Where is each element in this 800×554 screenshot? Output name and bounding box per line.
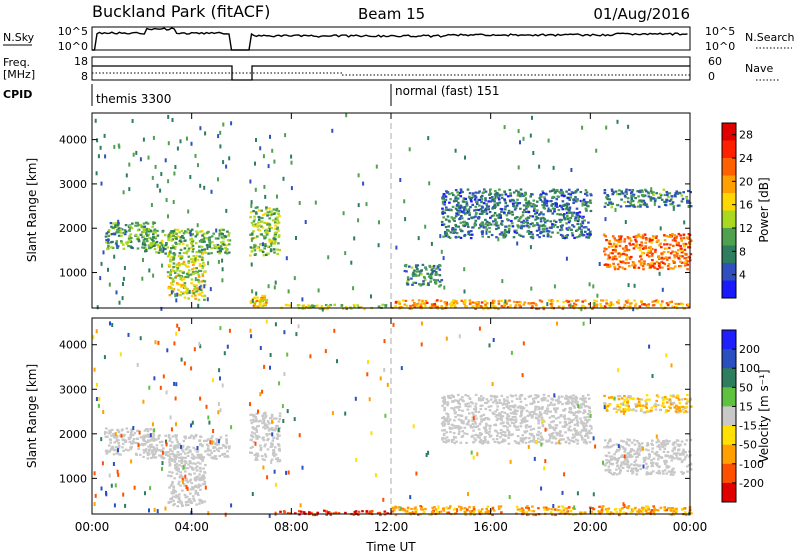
echo-region-4 (249, 411, 282, 463)
y-tick-label-2000: 2000 (59, 428, 87, 441)
colorbar-tick--100: -100 (739, 458, 764, 471)
velocity-x-axis: 00:00 04:00 08:00 12:00 16:00 20:00 00:00 (75, 318, 708, 534)
power-x-ticks (91, 113, 691, 308)
nsearch-label: N.Search (745, 31, 795, 44)
station-title: Buckland Park (fitACF) (92, 2, 270, 21)
power-data-layer (94, 113, 693, 312)
nave-top-tick: 60 (708, 55, 722, 68)
echo-region-7 (391, 299, 691, 311)
echo-region-11 (603, 188, 693, 209)
y-tick-label-4000: 4000 (59, 339, 87, 352)
colorbar-tick-12: 12 (739, 222, 753, 235)
colorbar-tick-20: 20 (739, 175, 753, 188)
beam-label: Beam 15 (358, 5, 425, 23)
nsky-trace (92, 27, 688, 51)
freq-label: Freq. (3, 56, 30, 69)
time-axis-label: Time UT (365, 540, 416, 554)
echo-region-8 (403, 263, 444, 288)
colorbar-tick-100: 100 (739, 362, 760, 375)
nave-label: Nave (745, 62, 773, 75)
freq-top-tick: 18 (74, 55, 88, 68)
freq-trace (92, 65, 690, 81)
x-tick-label-1: 04:00 (174, 520, 209, 534)
velocity-colorbar-label: Velocity [m s⁻¹] (757, 369, 771, 462)
x-tick-label-4: 16:00 (473, 520, 508, 534)
echo-region-7 (440, 393, 593, 445)
echo-region-5 (249, 294, 269, 308)
power-y-axis-label: Slant Range [km] (25, 158, 39, 262)
colorbar-tick-28: 28 (739, 129, 753, 142)
date-label: 01/Aug/2016 (593, 5, 690, 23)
colorbar-tick--50: -50 (739, 439, 757, 452)
power-panel: 1000 2000 3000 4000 Slant Range [km] (25, 112, 693, 312)
colorbar-tick-24: 24 (739, 152, 753, 165)
freq-panel: Freq. [MHz] 18 8 60 0 Nave (3, 55, 780, 83)
colorbar-tick--200: -200 (739, 477, 764, 490)
x-tick-label-6: 00:00 (673, 520, 708, 534)
y-tick-label-4000: 4000 (59, 134, 87, 147)
colorbar-tick-50: 50 (739, 381, 753, 394)
colorbar-tick-15: 15 (739, 400, 753, 413)
nsky-left-top-tick: 10^5 (58, 25, 88, 38)
cpid-segment-2: normal (fast) 151 (395, 84, 499, 98)
echo-region-2 (142, 433, 231, 461)
nave-bottom-tick: 0 (708, 70, 715, 83)
echo-region-9 (440, 188, 593, 240)
power-colorbar: 4 8 12 16 20 24 28 (721, 122, 753, 299)
nsky-panel: N.Sky 10^5 10^0 10^5 10^0 N.Search (3, 25, 795, 53)
y-tick-label-1000: 1000 (59, 472, 87, 485)
echo-region-3 (166, 250, 207, 301)
echo-region-9 (603, 393, 693, 414)
y-tick-label-1000: 1000 (59, 267, 87, 280)
velocity-y-axis: 1000 2000 3000 4000 (59, 339, 690, 485)
cpid-label: CPID (3, 88, 32, 101)
sparse-echoes (92, 319, 691, 518)
nave-trace (92, 72, 690, 76)
cpid-segment-1: themis 3300 (96, 92, 171, 106)
velocity-colorbar: 200 100 50 15 -15 -50 -100 -200 (721, 329, 764, 503)
colorbar-tick--15: -15 (739, 420, 757, 433)
y-tick-label-3000: 3000 (59, 383, 87, 396)
velocity-y-axis-label: Slant Range [km] (25, 364, 39, 468)
freq-bottom-tick: 8 (81, 70, 88, 83)
colorbar-tick-4: 4 (739, 269, 746, 282)
echo-region-10 (602, 232, 693, 271)
sparse-echoes (94, 113, 686, 312)
velocity-data-layer (92, 319, 693, 518)
echo-region-4 (249, 206, 281, 257)
x-tick-label-2: 08:00 (274, 520, 309, 534)
x-tick-label-0: 00:00 (75, 520, 110, 534)
y-tick-label-2000: 2000 (59, 222, 87, 235)
colorbar-tick-8: 8 (739, 245, 746, 258)
cpid-row: CPID themis 3300 normal (fast) 151 (3, 84, 499, 106)
echo-region-1 (104, 427, 157, 456)
echo-region-3 (167, 456, 207, 508)
x-tick-label-5: 20:00 (573, 520, 608, 534)
power-y-axis: 1000 2000 3000 4000 (59, 134, 690, 280)
colorbar-tick-200: 200 (739, 343, 760, 356)
x-tick-label-3: 12:00 (374, 520, 409, 534)
nsky-left-bottom-tick: 10^0 (58, 40, 88, 53)
nsky-label: N.Sky (3, 31, 35, 44)
nsearch-right-top-tick: 10^5 (705, 25, 735, 38)
freq-unit-label: [MHz] (3, 68, 35, 81)
y-tick-label-3000: 3000 (59, 178, 87, 191)
power-colorbar-label: Power [dB] (757, 177, 771, 242)
nsearch-right-bottom-tick: 10^0 (705, 40, 735, 53)
colorbar-tick-16: 16 (739, 199, 753, 212)
